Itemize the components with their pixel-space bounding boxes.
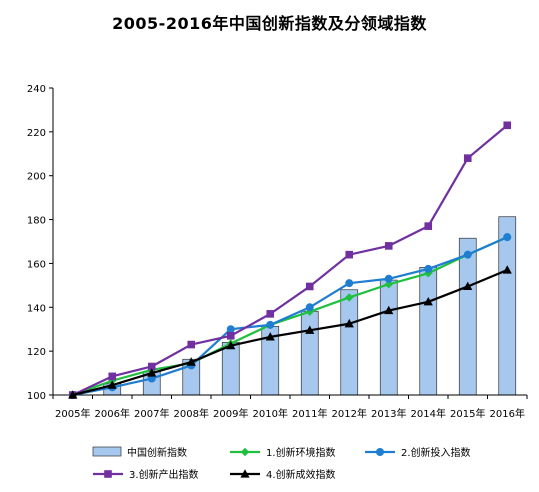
y-tick-label-1: 100 (27, 391, 46, 402)
y-tick-label-3: 140 (27, 303, 46, 314)
series-3-point-12 (503, 121, 512, 130)
series-2-point-9 (384, 274, 393, 283)
bars-layer (103, 216, 517, 396)
series-4-point-10 (423, 297, 433, 306)
x-tick-label-5: 2009年 (213, 407, 248, 420)
labels-layer: 100 120 140 160 180 200 220 240 2005年 2006年 2007年 2… (27, 84, 525, 420)
bar-9 (379, 279, 398, 396)
series-1-point-8 (345, 293, 354, 302)
series-3-point-2 (108, 372, 117, 381)
series-3-point-11 (463, 154, 472, 162)
lines-layer (68, 121, 512, 400)
series-3-point-6 (266, 310, 275, 318)
y-tick-label-4: 160 (27, 259, 46, 270)
y-tick-label-8: 240 (27, 84, 46, 95)
legend-label-4: 3.创新产出指数 (129, 468, 199, 481)
y-tick-label-7: 220 (27, 128, 46, 139)
bar-8 (340, 289, 359, 396)
x-tick-label-8: 2012年 (332, 407, 367, 420)
legend-marker-2 (240, 447, 250, 457)
legend-label-3: 2.创新投入指数 (401, 446, 471, 459)
x-tick-label-7: 2011年 (292, 407, 327, 420)
legend-swatch-1 (92, 446, 122, 457)
series-4-point-2 (107, 380, 117, 389)
series-2-point-11 (463, 250, 472, 259)
series-4-point-1 (68, 390, 78, 399)
series-4-point-5 (226, 340, 236, 350)
x-tick-label-6: 2010年 (253, 407, 288, 420)
bar-7 (300, 310, 319, 396)
series-3-point-9 (384, 242, 393, 250)
y-tick-label-6: 200 (27, 172, 46, 183)
series-3-point-3 (147, 362, 156, 371)
bar-5 (221, 342, 240, 396)
series-3-point-10 (424, 222, 433, 230)
legend-marker-4 (104, 470, 112, 478)
series-2-point-8 (345, 279, 354, 288)
series-4-point-7 (305, 325, 315, 334)
series-line-3 (72, 124, 508, 396)
axes-layer (49, 87, 528, 399)
bar-10 (419, 267, 438, 396)
bar-12 (498, 216, 517, 396)
x-tick-label-4: 2008年 (174, 407, 209, 420)
x-tick-label-11: 2015年 (450, 407, 485, 420)
series-2-point-10 (424, 264, 433, 273)
legend-marker-3 (376, 448, 384, 456)
series-4-point-6 (265, 332, 275, 341)
x-tick-label-9: 2013年 (371, 407, 406, 420)
legend-marker-5 (240, 469, 250, 478)
series-2-point-7 (305, 303, 314, 312)
x-tick-label-10: 2014年 (411, 407, 446, 420)
series-4-point-9 (384, 305, 394, 315)
series-4-point-4 (186, 357, 196, 366)
series-3-point-5 (226, 331, 235, 340)
x-tick-label-12: 2016年 (490, 407, 525, 420)
x-tick-label-3: 2007年 (134, 407, 169, 420)
chart-title: 2005-2016年中国创新指数及分领域指数 (112, 14, 427, 33)
series-3-point-8 (345, 250, 354, 259)
series-line-2 (72, 236, 508, 397)
legend-label-1: 中国创新指数 (127, 446, 187, 459)
bar-11 (458, 237, 477, 396)
legend-label-2: 1.创新环境指数 (266, 446, 336, 459)
series-2-point-5 (226, 325, 235, 334)
series-4-point-11 (463, 281, 473, 291)
series-2-point-12 (503, 233, 512, 242)
legend-label-5: 4.创新成效指数 (266, 468, 336, 481)
series-line-1 (72, 236, 508, 397)
series-4-point-3 (147, 368, 157, 377)
series-4-point-8 (344, 318, 354, 328)
series-2-point-6 (266, 320, 275, 329)
series-line-4 (72, 268, 508, 397)
series-4-point-12 (502, 265, 512, 274)
series-3-point-7 (305, 282, 314, 291)
y-tick-label-5: 180 (27, 216, 46, 227)
series-3-point-4 (187, 340, 196, 349)
legend: 中国创新指数 1.创新环境指数 2.创新投入指数 3.创新产出指数 4.创新成效指数 (92, 446, 471, 481)
x-tick-label-2: 2006年 (95, 407, 130, 420)
x-tick-label-1: 2005年 (55, 407, 90, 420)
y-tick-label-2: 120 (27, 347, 46, 358)
